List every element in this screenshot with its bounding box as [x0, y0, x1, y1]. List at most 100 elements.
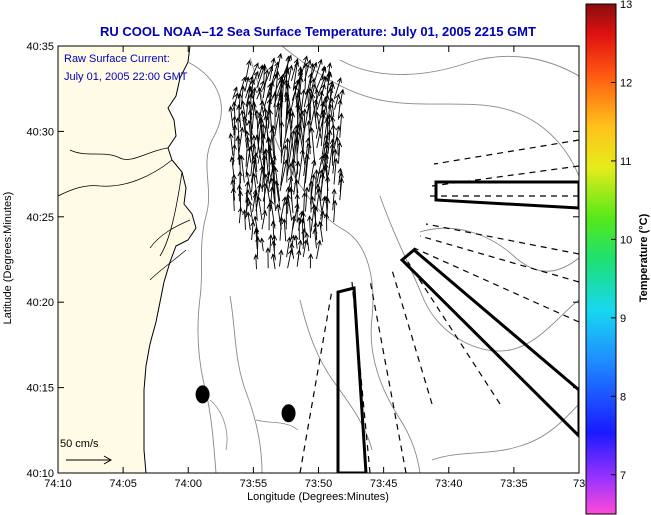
bathymetry-contour: [229, 295, 263, 473]
y-tick-label: 40:30: [26, 126, 54, 138]
current-vector: [261, 209, 268, 230]
current-vector: [323, 96, 329, 127]
current-vector: [287, 248, 293, 269]
current-vector: [267, 108, 275, 157]
x-tick-label: 74:00: [174, 478, 202, 490]
current-vector: [271, 234, 278, 252]
current-vector: [328, 102, 334, 126]
current-vector: [296, 105, 304, 147]
inland-waterway-2: [149, 219, 191, 281]
current-vector: [313, 168, 320, 202]
marker-dot: [195, 385, 210, 404]
current-vector: [269, 57, 276, 82]
x-tick-label: 73:55: [240, 478, 268, 490]
current-vector: [251, 172, 259, 202]
marker-dot: [281, 404, 296, 423]
colorbar-label: Temperature (°C): [638, 213, 650, 302]
current-vector: [286, 236, 292, 258]
x-tick-label: 73:50: [305, 478, 333, 490]
current-vector: [297, 239, 303, 261]
current-vector: [285, 55, 291, 82]
current-vector: [308, 253, 314, 269]
current-vector: [273, 166, 281, 202]
current-vector: [235, 135, 241, 166]
current-vector: [316, 239, 322, 260]
annotation-line1: Raw Surface Current:: [64, 53, 170, 65]
current-vector: [288, 162, 294, 202]
colorbar-tick-label: 9: [620, 313, 626, 325]
bathymetry-contour: [431, 403, 579, 461]
current-vector: [254, 134, 264, 175]
y-tick-label: 40:10: [26, 468, 54, 480]
scale-label: 50 cm/s: [60, 438, 99, 450]
scale-vector-head: [103, 455, 113, 465]
x-tick-label: 73:35: [500, 478, 528, 490]
current-vector: [240, 109, 247, 138]
current-vector: [268, 234, 274, 252]
current-vector: [268, 198, 276, 229]
chart-title: RU COOL NOAA–12 Sea Surface Temperature:…: [100, 24, 536, 39]
current-vector: [291, 157, 299, 194]
current-vector: [284, 90, 293, 128]
bathymetry-contour: [209, 399, 299, 451]
current-vector: [278, 249, 284, 267]
current-vector: [232, 124, 238, 147]
colorbar-tick-label: 7: [620, 470, 626, 482]
current-vector: [338, 112, 344, 138]
current-vector: [265, 247, 271, 269]
current-vector: [310, 195, 317, 224]
current-vector: [250, 220, 256, 241]
current-vector: [257, 111, 265, 147]
current-vector: [245, 211, 252, 231]
current-vector: [326, 62, 333, 82]
current-vector: [302, 239, 308, 257]
current-vector: [280, 144, 288, 186]
inland-waterway: [58, 147, 183, 257]
current-vector: [245, 59, 252, 80]
current-vector: [333, 76, 342, 100]
current-vector: [294, 137, 300, 175]
current-vector: [296, 123, 306, 166]
bathymetry-contour: [339, 55, 579, 77]
current-vector: [337, 167, 343, 186]
current-vector: [309, 126, 316, 166]
current-vector: [232, 86, 238, 100]
colorbar-tick-label: 13: [620, 0, 632, 11]
land-mass: [58, 46, 197, 473]
y-tick-label: 40:15: [26, 383, 54, 395]
surface-current-vectors: [228, 52, 345, 270]
current-vector: [331, 188, 337, 211]
colorbar-tick-label: 8: [620, 391, 626, 403]
current-vector: [305, 88, 311, 126]
current-vector: [285, 193, 293, 221]
current-vector: [259, 237, 265, 252]
current-vector: [323, 162, 329, 192]
current-vector: [250, 70, 259, 90]
current-vector: [266, 135, 275, 175]
current-vector: [250, 62, 259, 80]
current-vector: [304, 59, 312, 82]
current-vector: [309, 77, 316, 101]
current-vector: [235, 117, 241, 145]
y-tick-label: 40:35: [26, 41, 54, 53]
current-vector: [244, 130, 252, 163]
y-axis-label: Latitude (Degrees:Minutes): [2, 192, 14, 325]
markers: [195, 385, 296, 423]
current-vector: [253, 253, 259, 270]
annotation-line2: July 01, 2005 22:00 GMT: [64, 71, 188, 83]
current-vector: [310, 92, 318, 130]
current-vector: [321, 65, 327, 80]
current-vector: [239, 154, 245, 183]
current-vector: [247, 200, 254, 222]
current-vector: [276, 101, 282, 148]
transect-boxes: [336, 180, 579, 473]
current-vector: [250, 89, 257, 120]
current-vector: [228, 105, 234, 129]
current-vector: [328, 82, 335, 108]
current-vector: [251, 134, 258, 173]
current-vector: [250, 78, 256, 99]
current-vector: [309, 61, 318, 83]
current-vector: [253, 215, 259, 233]
current-vector: [254, 226, 260, 242]
